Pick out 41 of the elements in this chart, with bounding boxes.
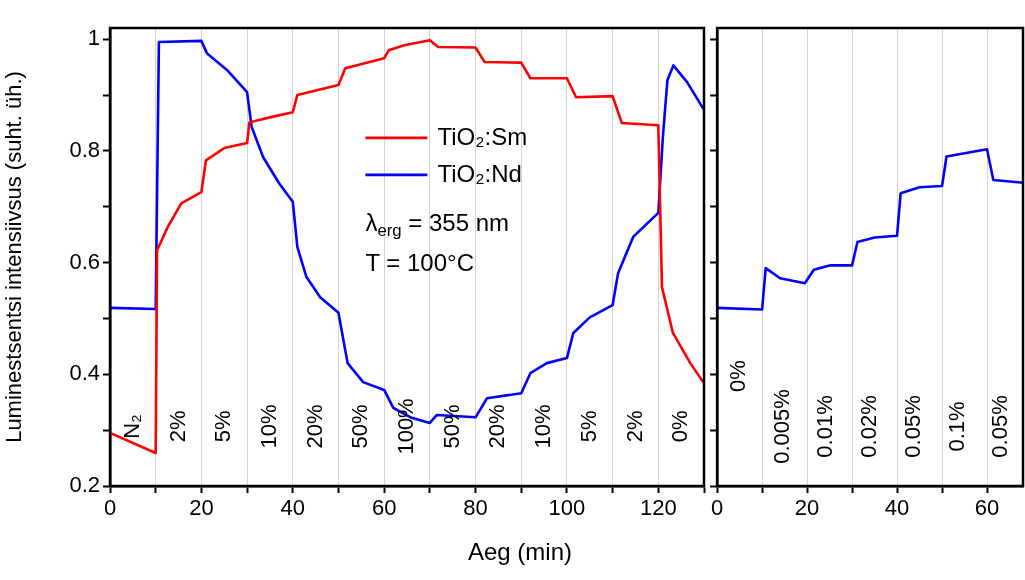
x-tick-label: 80 xyxy=(463,495,488,521)
annotation: N₂ xyxy=(118,414,144,439)
annotation: 0.005% xyxy=(768,389,794,464)
y-tick-label: 0.4 xyxy=(69,360,100,386)
annotation: 100% xyxy=(393,398,419,455)
annotation: 0.05% xyxy=(899,395,925,458)
annotation: T = 100°C xyxy=(365,248,474,276)
x-tick-label: 0 xyxy=(103,495,117,521)
annotation: 0.1% xyxy=(943,401,969,452)
annotation: 5% xyxy=(210,410,236,443)
annotation: 0% xyxy=(667,410,693,443)
x-tick-label: 60 xyxy=(371,495,397,521)
legend-label: TiO₂:Sm xyxy=(437,122,528,150)
annotation: 20% xyxy=(484,404,510,449)
x-tick-label: 0 xyxy=(710,495,724,521)
x-tick-label: 20 xyxy=(189,495,214,521)
y-tick-label: 0.6 xyxy=(69,248,100,274)
x-tick-label: 100 xyxy=(548,495,586,521)
y-axis-title: Luminestsentsi intensiivsus (suht. üh.) xyxy=(1,71,27,443)
annotation: 20% xyxy=(301,404,327,449)
annotation: 0.05% xyxy=(987,395,1013,458)
annotation: 0% xyxy=(725,360,751,392)
annotation: 10% xyxy=(530,404,556,449)
y-tick-label: 1 xyxy=(87,25,100,51)
x-tick-label: 20 xyxy=(794,495,820,521)
annotation: 0.02% xyxy=(856,395,882,458)
annotation: 0.01% xyxy=(812,395,838,458)
x-tick-label: 60 xyxy=(974,495,1000,521)
annotation: 50% xyxy=(347,404,373,449)
annotation: 2% xyxy=(164,410,190,443)
annotation: 10% xyxy=(255,404,281,449)
annotation: 50% xyxy=(438,404,464,449)
annotation: 5% xyxy=(575,410,601,443)
annotation: 2% xyxy=(621,410,647,443)
x-tick-label: 40 xyxy=(884,495,910,521)
y-tick-label: 0.8 xyxy=(69,136,100,162)
x-axis-title: Aeg (min) xyxy=(467,538,573,566)
x-tick-label: 40 xyxy=(280,495,306,521)
y-tick-label: 0.2 xyxy=(69,472,100,498)
legend-label: TiO₂:Nd xyxy=(437,159,522,187)
x-tick-label: 120 xyxy=(639,495,677,521)
